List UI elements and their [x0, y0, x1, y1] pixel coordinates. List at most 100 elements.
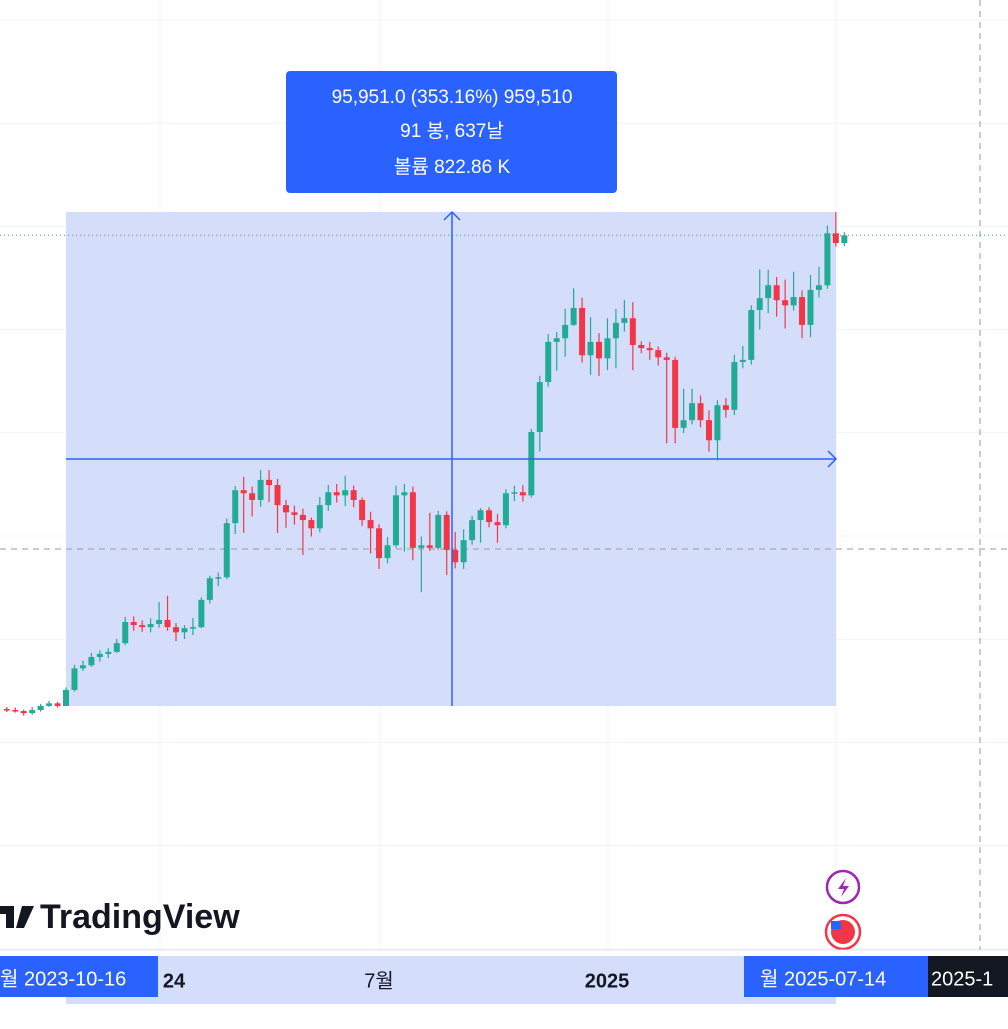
candle-body	[54, 703, 61, 706]
candle-body	[63, 689, 70, 706]
candle-body	[291, 512, 298, 515]
measure-arrows	[66, 210, 838, 706]
candle-body	[139, 625, 146, 628]
candle-body	[206, 578, 213, 600]
candle-body	[3, 709, 10, 711]
axis-end-label: 월 2025-07-14	[760, 967, 886, 990]
candle-body	[815, 285, 822, 290]
candle-body	[88, 657, 95, 666]
candle-body	[460, 540, 467, 563]
measure-tooltip	[286, 71, 617, 193]
candle-body	[799, 297, 806, 325]
axis-end-badge	[744, 956, 928, 997]
candle-body	[494, 522, 501, 526]
candle-body	[426, 545, 433, 548]
candle-body	[147, 624, 154, 628]
candle-body	[621, 318, 628, 323]
candle-body	[756, 298, 763, 310]
candle-body	[257, 479, 264, 500]
candle-body	[562, 324, 569, 339]
candle-body	[96, 653, 103, 658]
candle-body	[486, 510, 493, 523]
candle-body	[122, 622, 129, 644]
candle-body	[722, 405, 729, 410]
candle-body	[418, 545, 425, 548]
candles	[0, 212, 1008, 716]
candle-body	[612, 322, 619, 339]
candle-body	[20, 711, 27, 714]
candle-body	[807, 289, 814, 325]
arrow-head	[827, 450, 838, 468]
candle-body	[401, 492, 408, 496]
candle-body	[832, 233, 839, 244]
logo: TradingView	[0, 898, 240, 936]
candle-body	[655, 350, 662, 358]
candle-body	[189, 627, 196, 629]
measure-line: 95,951.0 (353.16%) 959,510	[332, 87, 573, 108]
candle-body	[384, 545, 391, 559]
candle-body	[359, 499, 366, 521]
arrow-head	[443, 210, 461, 221]
candle-body	[773, 285, 780, 301]
candle-body	[240, 490, 247, 494]
candle-body	[502, 493, 509, 526]
axis-next-label: 2025-1	[931, 968, 993, 990]
candle-body	[553, 338, 560, 342]
candle-body	[173, 627, 179, 633]
candle-body	[739, 359, 746, 362]
candle-body	[579, 307, 586, 356]
candle-body	[274, 485, 281, 506]
candle-body	[469, 520, 476, 541]
candle-body	[697, 403, 704, 421]
candle-body	[672, 359, 679, 428]
candle-body	[545, 341, 552, 383]
candle-body	[790, 297, 797, 306]
candle-body	[37, 705, 44, 711]
candle-body	[198, 599, 205, 628]
candle-body	[164, 619, 171, 628]
measure-line: 91 봉, 637날	[400, 120, 504, 142]
candle-body	[705, 420, 712, 441]
candle-body	[748, 309, 755, 360]
candle-body	[342, 490, 349, 496]
candle-body	[663, 357, 670, 360]
brand: TradingView	[40, 898, 240, 936]
candle-body	[477, 510, 484, 521]
candle-body	[596, 341, 602, 359]
candle-body	[249, 493, 256, 500]
candle-body	[680, 420, 687, 428]
axis-start-badge	[0, 956, 158, 997]
candle-body	[181, 628, 188, 633]
candle-body	[113, 643, 120, 652]
candle-body	[435, 514, 442, 548]
candle-body	[392, 495, 399, 546]
candle-body	[215, 577, 222, 579]
candle-body	[316, 505, 323, 529]
candle-body	[333, 492, 340, 496]
candle-body	[714, 405, 721, 441]
candle-body	[12, 710, 19, 712]
x-tick-label: 7월	[364, 969, 394, 992]
candle-body	[452, 549, 459, 563]
candle-body	[570, 307, 577, 325]
candle-body	[79, 665, 86, 669]
candle-body	[519, 492, 526, 496]
candle-body	[299, 514, 306, 521]
candle-body	[841, 235, 848, 244]
candle-body	[604, 338, 611, 359]
candle-body	[782, 300, 789, 306]
candle-body	[409, 492, 416, 548]
axis-start-label: 월 2023-10-16	[0, 967, 126, 990]
candle-body	[46, 703, 53, 706]
candle-body	[282, 505, 289, 513]
x-tick-label: 2025	[585, 970, 630, 992]
flag-canton	[831, 921, 841, 929]
candle-body	[367, 520, 374, 529]
axis-next-badge	[928, 956, 1008, 997]
candle-body	[105, 651, 112, 654]
candle-body	[731, 361, 738, 410]
candle-body	[528, 432, 535, 496]
candle-body	[629, 318, 636, 345]
candle-body	[376, 528, 383, 559]
candle-body	[232, 490, 239, 524]
